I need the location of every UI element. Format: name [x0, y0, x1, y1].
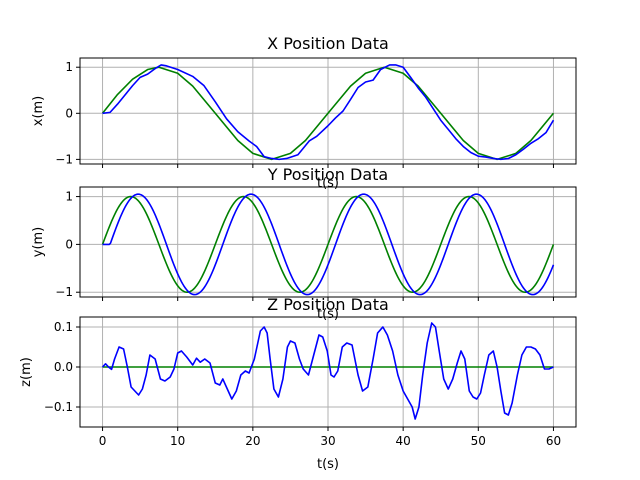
subplot-y-xlabel: t(s)	[317, 307, 339, 322]
subplot-z-ytick-label: 0.0	[54, 360, 73, 374]
subplot-x-ytick-label: −1	[55, 152, 73, 166]
subplot-y-ylabel: y(m)	[31, 227, 46, 258]
subplot-y-ytick-label: −1	[55, 285, 73, 299]
subplot-z-series-measured	[101, 322, 554, 420]
subplot-z-xtick-label: 20	[245, 434, 260, 448]
subplot-z-xtick-label: 0	[99, 434, 107, 448]
subplot-z-xtick-label: 50	[471, 434, 486, 448]
subplot-x-ylabel: x(m)	[31, 96, 46, 127]
subplot-z-xtick-label: 40	[396, 434, 411, 448]
subplot-z-xtick-label: 60	[546, 434, 561, 448]
subplot-x-title: X Position Data	[267, 34, 389, 53]
subplot-x-series-reference	[101, 66, 555, 161]
subplot-y-series-measured	[102, 193, 555, 296]
subplot-y-ytick-label: 0	[65, 237, 73, 251]
subplot-x-ytick-label: 1	[65, 60, 73, 74]
subplot-z-xtick-label: 30	[320, 434, 335, 448]
subplot-x-ytick-label: 0	[65, 106, 73, 120]
subplot-z-ytick-label: 0.1	[54, 320, 73, 334]
subplot-y-title: Y Position Data	[267, 165, 388, 184]
subplot-x-series-measured	[102, 64, 555, 161]
subplot-y: −1 0 1 Y Position Data t(s) y(m)	[31, 165, 577, 322]
subplot-z-xtick-label: 10	[170, 434, 185, 448]
subplot-z-ytick-label: −0.1	[44, 400, 73, 414]
subplot-z-xlabel: t(s)	[317, 457, 339, 472]
subplot-y-ytick-label: 1	[65, 190, 73, 204]
subplot-z-title: Z Position Data	[267, 295, 389, 314]
subplot-z-ylabel: z(m)	[19, 357, 34, 387]
subplot-y-series-reference	[101, 195, 555, 294]
subplot-z: 0 10 20 30 40 50 60−0.10.00.1 Z Position Data …	[19, 295, 577, 472]
